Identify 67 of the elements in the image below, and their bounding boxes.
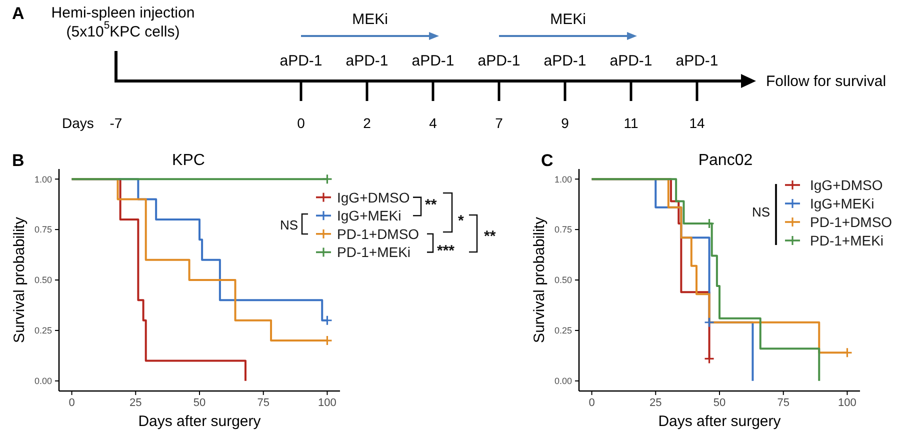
y-tick-label: 0.25 [34,326,52,336]
category-label: 11 [624,115,638,131]
legend-label: IgG+DMSO [337,189,410,206]
x-tick-label: 100 [838,396,856,409]
category-label: 0 [297,115,306,131]
legend-label: PD-1+MEKi [337,244,411,260]
y-tick-label: 1.00 [554,174,572,184]
y-tick-label: 0.75 [554,224,572,235]
y-tick-label: 0.25 [554,326,572,336]
text: *** [437,242,455,260]
x-axis-title: Days after surgery [658,413,782,430]
point [704,353,715,364]
text: Days [62,115,94,131]
y-tick-label: 0.50 [554,275,572,286]
text: Hemi-spleen injection [51,4,195,22]
chart-title: Panc02 [698,152,753,169]
x-tick-label: 75 [257,396,270,409]
text: aPD-1 [544,52,586,70]
y-tick-label: 0.00 [554,376,572,386]
legend-label: IgG+DMSO [810,177,883,193]
text: aPD-1 [478,52,520,70]
text: ** [484,228,496,245]
x-tick-label: 100 [318,396,336,409]
text: B [12,151,24,170]
category-label: 2 [363,115,372,131]
annotation: NS [752,204,770,220]
x-tick-label: 75 [777,396,790,409]
x-tick-label: 25 [650,396,662,409]
chart-title: KPC [172,152,205,169]
y-axis-title: Survival probability [10,216,28,343]
category-label: 4 [429,115,438,131]
text: (5x10$^{5}$KPC cells) [66,20,180,40]
x-tick-label: 50 [193,396,206,409]
point [842,347,853,358]
text: C [541,151,554,170]
y-tick-label: 0.75 [34,224,52,235]
legend-label: PD-1+DMSO [810,214,892,230]
y-tick-label: 0.00 [34,376,52,386]
category-label: -7 [110,115,122,131]
text: aPD-1 [346,52,388,70]
x-tick-label: 25 [130,396,142,409]
text: aPD-1 [280,52,322,70]
x-tick-label: 50 [713,396,726,409]
annotation: NS [280,218,298,232]
point [704,317,715,328]
category-label: 7 [495,115,504,131]
text: A [12,4,24,23]
legend-label: PD-1+MEKi [810,232,884,248]
category-label: 9 [561,115,570,131]
legend-label: IgG+MEKi [810,196,874,212]
x-axis-title: Days after surgery [138,413,262,430]
x-tick-label: 0 [68,396,75,409]
text: ** [425,196,437,214]
text: aPD-1 [610,52,652,70]
text: * [458,212,464,230]
text: MEKi [352,10,388,28]
x-tick-label: 0 [588,396,595,409]
legend-label: PD-1+DMSO [337,226,420,242]
legend-label: IgG+MEKi [337,208,402,224]
text: Follow for survival [766,72,886,90]
text: MEKi [550,10,586,28]
text: aPD-1 [412,52,454,70]
y-tick-label: 1.00 [34,174,52,184]
y-axis-title: Survival probability [530,216,548,343]
y-tick-label: 0.50 [34,275,52,286]
category-label: 14 [689,115,705,131]
text: aPD-1 [676,52,718,70]
